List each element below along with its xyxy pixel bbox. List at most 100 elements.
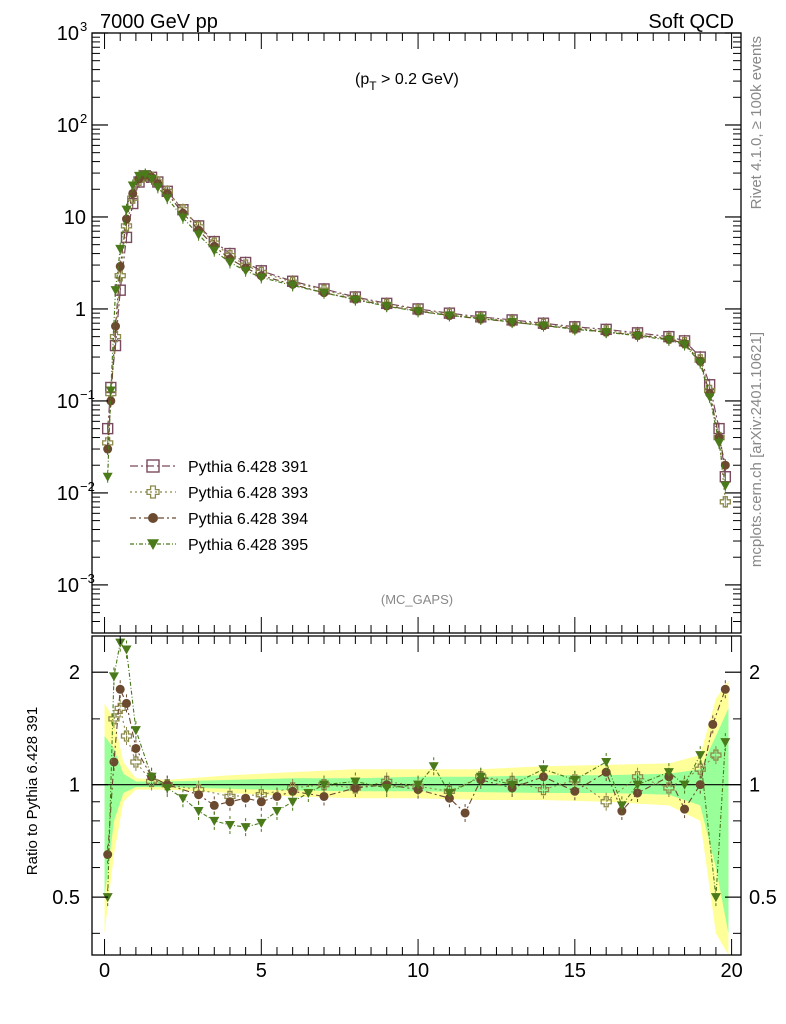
main-point [695,358,706,368]
legend-marker [148,513,158,523]
ratio-point [444,788,455,798]
main-point [146,174,157,184]
legend-label: Pythia 6.428 394 [188,511,308,528]
main-point [114,270,126,282]
main-point [704,393,715,403]
main-y-tick-label: 10 [57,391,79,413]
ratio-x-tick-label: 10 [407,960,429,982]
legend-entry-3: Pythia 6.428 394 [130,511,308,528]
main-point [105,386,116,396]
ratio-point [209,816,220,826]
main-point [127,181,138,191]
main-point [350,295,361,305]
main-point [209,246,220,256]
legend-label: Pythia 6.428 391 [188,459,308,476]
analysis-watermark: (MC_GAPS) [381,592,453,607]
main-y-tick-label: 10 [57,483,79,505]
main-point [140,170,151,180]
main-point [444,311,455,321]
ratio-point [256,797,266,807]
ratio-point [209,800,219,810]
main-point [287,281,298,291]
cut-label: (pT > 0.2 GeV) [355,71,459,93]
ratio-series-3 [102,636,731,907]
ratio-point [256,818,267,828]
main-point [121,214,131,224]
header-left: 7000 GeV pp [100,11,218,33]
ratio-y-tick-label: 1 [69,775,80,797]
ratio-y-tick-label-right: 2 [749,662,760,684]
ratio-point [108,672,119,682]
main-point [115,244,126,254]
ratio-point [120,730,133,742]
ratio-point [130,756,142,768]
main-series-line [107,173,726,486]
header-right: Soft QCD [648,11,734,33]
main-point [111,321,121,331]
cut-label-post: > 0.2 GeV) [377,71,459,88]
main-frame [91,32,742,634]
ratio-y-tick-label: 0.5 [52,887,80,909]
ratio-point [601,757,612,767]
ratio-point [103,850,113,860]
main-series-4 [102,168,731,492]
ratio-point [194,790,204,800]
main-point [507,318,518,328]
side-source-label: mcplots.cern.ch [arXiv:2401.10621] [748,332,765,567]
ratio-point [115,684,125,694]
main-y-tick-label: 10 [57,115,79,137]
legend: Pythia 6.428 391 Pythia 6.428 393 Pythia 6… [130,459,308,554]
main-point [103,444,113,454]
ratio-x-tick-label: 15 [564,960,586,982]
ratio-x-tick-label: 5 [256,960,267,982]
main-point [102,472,113,482]
cut-label-sub: T [369,79,377,93]
ratio-point [177,794,188,804]
ratio-point [710,893,721,903]
main-point [109,330,122,343]
ratio-point [225,797,235,807]
ratio-y-axis-label: Ratio to Pythia 6.428 391 [24,707,41,875]
ratio-point [240,823,251,833]
main-point [319,288,330,298]
main-y-tick-label: 10 [57,575,79,597]
main-point [569,325,580,335]
legend-entry-4: Pythia 6.428 395 [130,537,308,554]
ratio-point [663,768,674,778]
ratio-point [272,791,282,801]
ratio-point [428,762,439,772]
main-point [115,261,125,271]
ratio-point [720,684,730,694]
ratio-point [288,786,298,796]
ratio-point [319,791,329,801]
ratio-band-green [104,708,729,934]
ratio-point [460,808,470,818]
main-point [413,307,424,317]
ratio-point [601,767,611,777]
ratio-point [475,772,486,782]
main-y-tick-label: 10 [64,207,86,229]
main-point [475,314,486,324]
main-series-3 [103,169,730,472]
legend-marker [147,539,159,550]
ratio-point [537,783,550,796]
ratio-point [708,719,718,729]
ratio-point [287,797,298,807]
legend-marker [146,459,160,473]
main-point [538,321,549,331]
main-y-tick-exponent: 2 [80,111,87,126]
ratio-point [350,777,361,787]
ratio-point [146,772,157,782]
main-point [120,231,133,244]
main-point [134,171,145,181]
main-point [679,340,690,350]
ratio-point [507,780,518,790]
ratio-point [121,645,132,655]
ratio-point [224,820,235,830]
main-point [256,273,267,283]
main-y-tick-label: 1 [75,299,86,321]
ratio-point [241,793,251,803]
legend-entry-1: Pythia 6.428 391 [130,459,308,476]
main-series-line [107,175,726,477]
main-point [177,213,188,223]
